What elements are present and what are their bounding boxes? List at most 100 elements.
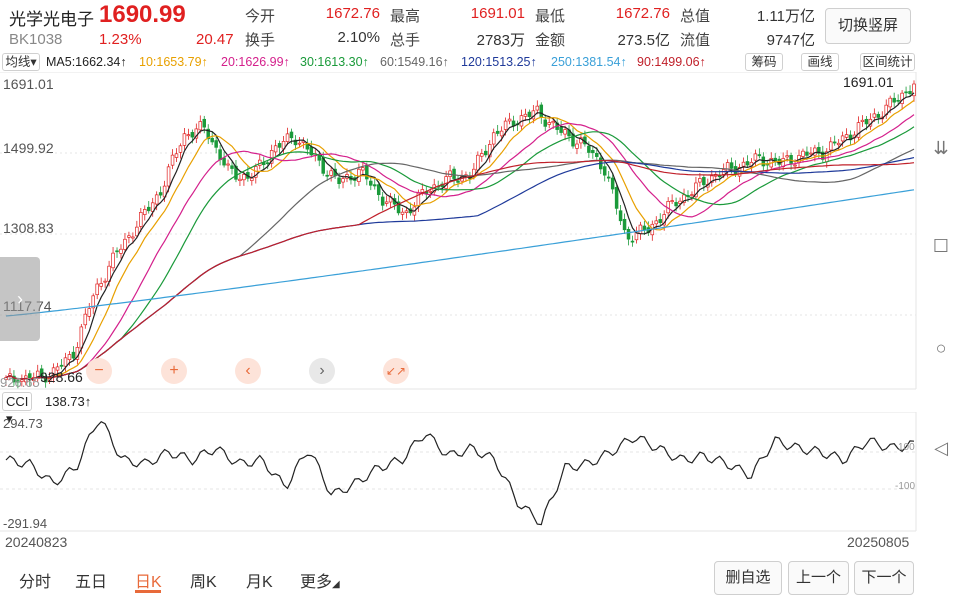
candle-body — [864, 118, 869, 125]
candle-body — [154, 194, 159, 205]
candle-body — [856, 122, 861, 138]
candle-body — [135, 226, 139, 237]
candle-body — [341, 178, 345, 183]
interval-stats-button[interactable]: 区间统计 — [860, 53, 915, 71]
candle-body — [642, 225, 647, 231]
back-icon[interactable]: ◁ — [934, 438, 948, 458]
home-icon[interactable]: ○ — [935, 338, 947, 358]
value-high: 1691.01 — [470, 5, 525, 22]
candle-body — [131, 236, 135, 239]
menu-collapse-icon[interactable]: ⇊ — [933, 138, 949, 158]
draw-line-button[interactable]: 画线 — [801, 53, 839, 71]
candle-body — [210, 137, 214, 143]
candlesticks — [4, 80, 916, 389]
reset-zoom-button[interactable]: ↙↗ — [383, 358, 409, 384]
candle-body — [876, 113, 881, 118]
candle-body — [694, 182, 698, 198]
chevron-right-icon: › — [17, 289, 23, 309]
zoom-in-button[interactable]: + — [161, 358, 187, 384]
candle-body — [55, 366, 60, 371]
delete-watchlist-button[interactable]: 删自选 — [714, 561, 782, 595]
ma10-value: 10:1653.79↑ — [139, 55, 208, 69]
candle-body — [452, 168, 456, 179]
ma10-line — [5, 99, 915, 380]
candle-body — [563, 129, 567, 135]
indicator-selector-label: CCI — [6, 394, 29, 409]
recent-apps-icon[interactable]: ☐ — [932, 236, 950, 256]
scroll-right-button[interactable]: › — [309, 358, 335, 384]
tab-weekly-k[interactable]: 周K — [190, 574, 217, 591]
candle-body — [690, 194, 694, 196]
candle-body — [39, 368, 44, 376]
tab-more[interactable]: 更多◢ — [300, 568, 340, 592]
candle-body — [143, 209, 147, 215]
change-amount: 20.47 — [196, 31, 234, 48]
candle-body — [725, 162, 730, 172]
tab-monthly-k[interactable]: 月K — [246, 574, 273, 591]
candle-body — [190, 132, 195, 138]
switch-portrait-button[interactable]: 切换竖屏 — [825, 8, 911, 44]
candle-body — [373, 184, 377, 187]
candle-body — [99, 283, 103, 287]
candle-body — [297, 142, 302, 145]
candle-body — [551, 121, 555, 124]
indicator-selector-button[interactable]: CCI ▾ — [2, 392, 33, 426]
ma250-value: 250:1381.54↑ — [551, 55, 627, 69]
next-button[interactable]: 下一个 — [854, 561, 914, 595]
candle-body — [12, 375, 16, 383]
candle-body — [206, 128, 210, 140]
ma-selector-label: 均线 — [5, 55, 31, 69]
period-tabs: 分时 五日 日K 周K 月K 更多◢ — [0, 560, 960, 600]
tab-five-day[interactable]: 五日 — [75, 574, 108, 591]
expand-panel-handle[interactable]: › — [0, 257, 40, 341]
candle-body — [710, 175, 714, 183]
label-high: 最高 — [390, 8, 421, 25]
ma90-value: 90:1499.06↑ — [637, 55, 706, 69]
candle-body — [674, 202, 678, 207]
candle-body — [729, 162, 734, 169]
scroll-left-button[interactable]: ‹ — [235, 358, 261, 384]
candle-body — [16, 380, 20, 383]
tab-daily-k[interactable]: 日K — [135, 574, 162, 591]
candle-body — [844, 134, 849, 138]
kline-chart[interactable] — [0, 72, 920, 390]
active-tab-underline — [135, 590, 161, 593]
candle-body — [527, 111, 532, 118]
cci-level-100: 100 — [898, 442, 915, 453]
candle-body — [670, 200, 674, 202]
candle-body — [289, 131, 294, 139]
cci-chart[interactable] — [0, 412, 920, 532]
change-percent: 1.23% — [99, 31, 142, 48]
candle-body — [860, 119, 865, 122]
tab-intraday[interactable]: 分时 — [19, 574, 52, 591]
candle-body — [507, 118, 512, 122]
candle-body — [285, 133, 290, 142]
candle-body — [337, 177, 341, 184]
chips-button[interactable]: 筹码 — [745, 53, 783, 71]
candle-body — [702, 177, 706, 186]
candle-body — [95, 283, 99, 296]
candle-body — [277, 143, 282, 148]
candle-body — [238, 178, 242, 181]
candle-body — [182, 133, 187, 146]
zoom-out-button[interactable]: − — [86, 358, 112, 384]
system-nav-bar: ⇊ ☐ ○ ◁ — [922, 72, 960, 532]
candle-body — [71, 351, 76, 359]
candle-body — [325, 174, 329, 177]
candle-body — [115, 250, 119, 253]
ma-selector-button[interactable]: 均线▾ — [2, 53, 40, 71]
candle-body — [828, 141, 833, 151]
candle-body — [761, 156, 766, 167]
candle-body — [139, 212, 143, 227]
y-label-3: 1308.83 — [3, 220, 54, 236]
candle-body — [166, 166, 171, 187]
y-label-top: 1691.01 — [3, 76, 54, 92]
candle-body — [634, 232, 639, 241]
candle-body — [202, 118, 207, 128]
candle-body — [789, 155, 793, 164]
grid — [0, 72, 917, 390]
candle-body — [404, 210, 409, 213]
previous-button[interactable]: 上一个 — [788, 561, 849, 595]
candle-body — [420, 189, 425, 193]
candle-body — [535, 105, 540, 111]
